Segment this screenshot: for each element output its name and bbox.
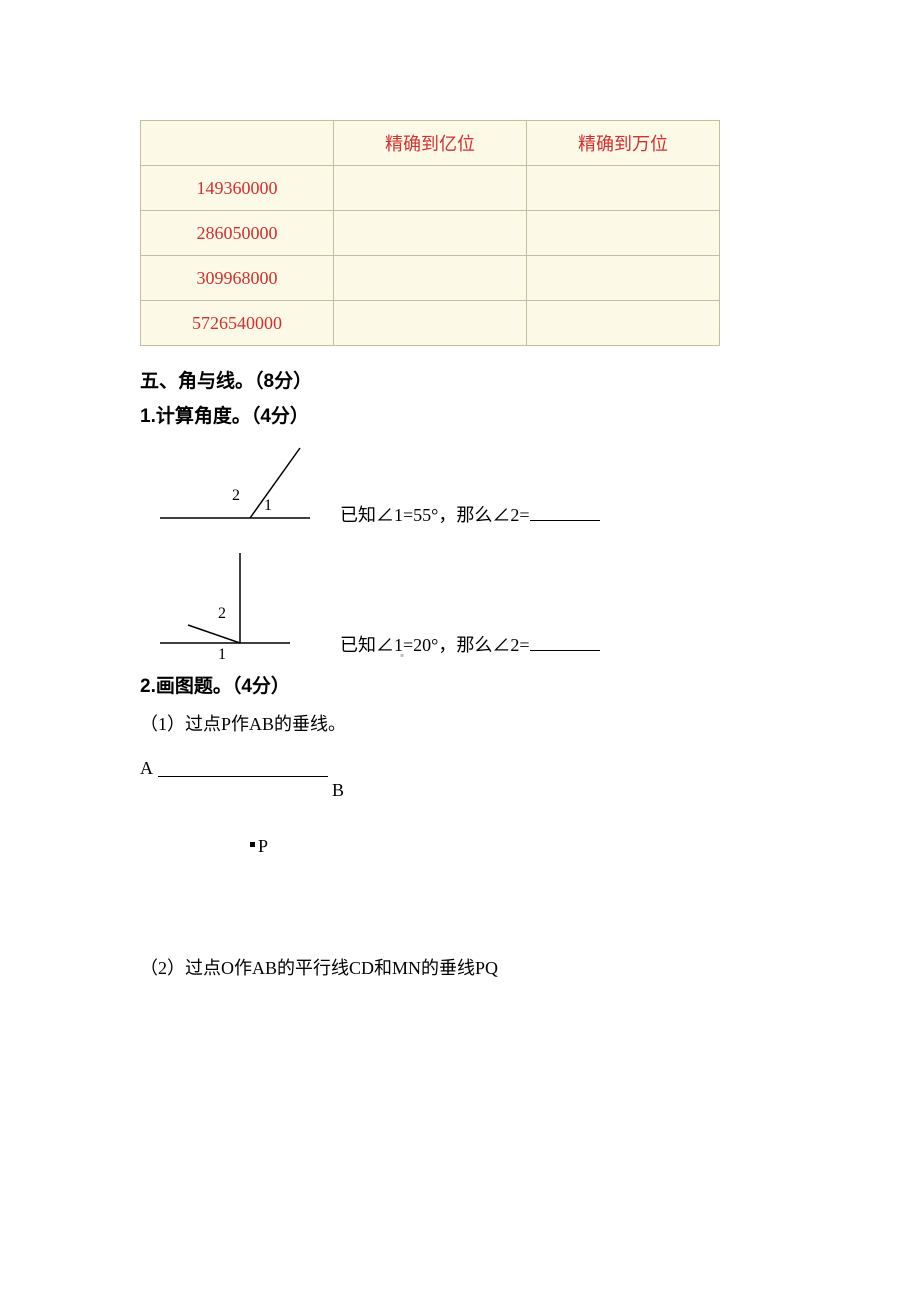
angle1-label-1: 1 [264, 497, 272, 514]
segment-ab [158, 776, 328, 777]
q2b-text: （2）过点O作AB的平行线CD和MN的垂线PQ [140, 954, 780, 980]
angle1-ray [250, 448, 300, 518]
label-p: P [258, 836, 268, 857]
table-cell-yi [334, 256, 527, 301]
watermark-dot: ▪ [400, 648, 404, 663]
angle2-given: 已知∠1=20°，那么∠2= [340, 631, 600, 663]
table-cell-yi [334, 166, 527, 211]
angle1-given: 已知∠1=55°，那么∠2= [340, 501, 600, 533]
angle1-given-text: 已知∠1=55°，那么∠2= [340, 505, 530, 525]
line-ab-figure: A B P [140, 764, 360, 884]
page: 精确到亿位 精确到万位 149360000 286050000 30996800… [0, 0, 920, 1302]
table-row: 286050000 [141, 211, 720, 256]
q1-title: 1.计算角度。（4分） [140, 401, 780, 428]
table-cell-yi [334, 301, 527, 346]
angle2-ray [188, 625, 240, 643]
table-header-empty [141, 121, 334, 166]
table-row: 5726540000 [141, 301, 720, 346]
table-header-row: 精确到亿位 精确到万位 [141, 121, 720, 166]
q2-title: 2.画图题。（4分） [140, 671, 780, 698]
angle2-given-text: 已知∠1=20°，那么∠2= [340, 635, 530, 655]
table-cell-wan [527, 166, 720, 211]
point-p-dot [250, 842, 255, 847]
table-header-yi: 精确到亿位 [334, 121, 527, 166]
table-cell-wan [527, 256, 720, 301]
angle1-label-2: 2 [232, 487, 240, 504]
rounding-table: 精确到亿位 精确到万位 149360000 286050000 30996800… [140, 120, 720, 346]
label-a: A [140, 758, 153, 779]
angle2-row: 2 1 已知∠1=20°，那么∠2= [140, 543, 780, 663]
table-cell-yi [334, 211, 527, 256]
table-cell-number: 5726540000 [141, 301, 334, 346]
q2a-text: （1）过点P作AB的垂线。 [140, 710, 780, 736]
angle1-blank [530, 502, 600, 521]
table-cell-number: 286050000 [141, 211, 334, 256]
table-row: 149360000 [141, 166, 720, 211]
table-cell-wan [527, 211, 720, 256]
table-cell-number: 309968000 [141, 256, 334, 301]
table-row: 309968000 [141, 256, 720, 301]
label-b: B [332, 780, 344, 801]
table-cell-number: 149360000 [141, 166, 334, 211]
table-header-wan: 精确到万位 [527, 121, 720, 166]
angle2-label-1: 1 [218, 646, 226, 663]
angle1-row: 1 2 已知∠1=55°，那么∠2= [140, 438, 780, 533]
table-cell-wan [527, 301, 720, 346]
angle2-label-2: 2 [218, 605, 226, 622]
angle2-diagram: 2 1 [140, 543, 330, 663]
angle1-diagram: 1 2 [140, 438, 330, 533]
section5-title: 五、角与线。（8分） [140, 366, 780, 393]
angle2-blank [530, 632, 600, 651]
